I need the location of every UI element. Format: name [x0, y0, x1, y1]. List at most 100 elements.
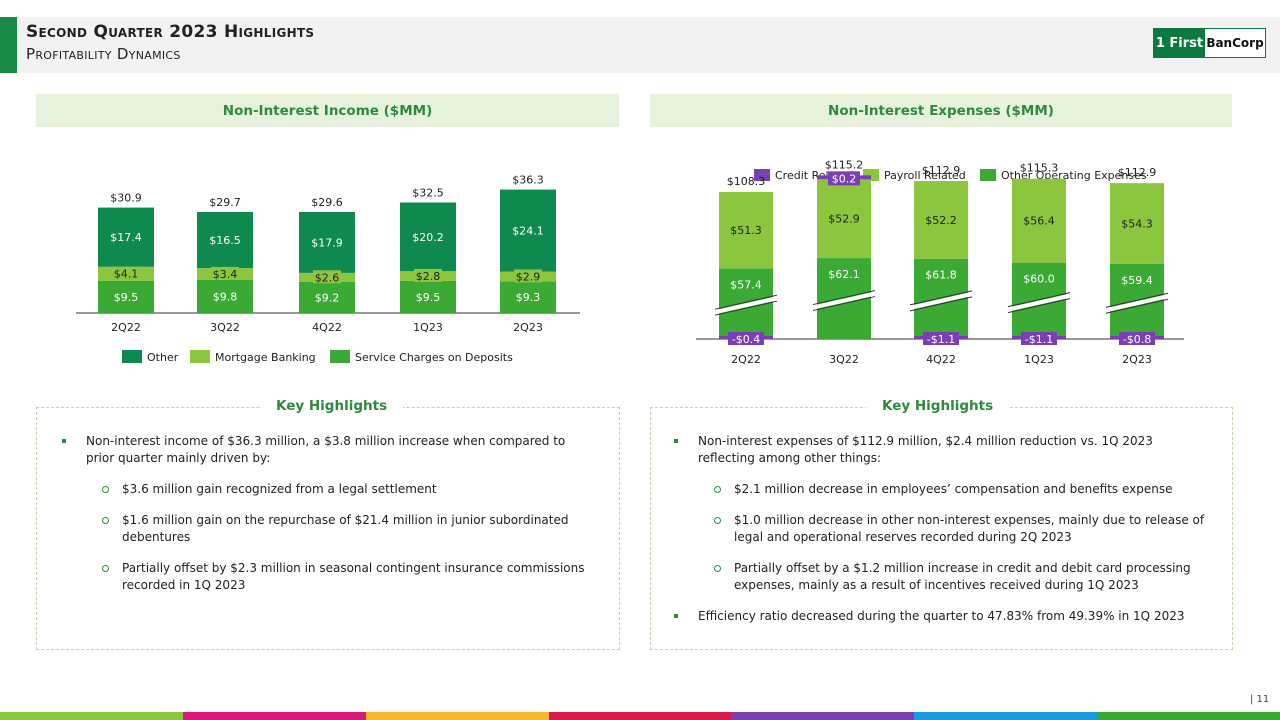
payroll-bar — [1110, 183, 1164, 264]
expenses-efficiency-bullet: Efficiency ratio decreased during the qu… — [672, 608, 1212, 625]
income-category-label: 2Q23 — [513, 321, 543, 334]
logo-wordmark: BanCorp — [1206, 36, 1264, 50]
service-charges-label: $9.2 — [315, 291, 340, 304]
footer-color-segment — [365, 712, 549, 720]
footer-color-strip — [0, 712, 1280, 720]
income-legend-swatch — [330, 350, 350, 363]
credit-related-label-box — [1119, 332, 1155, 345]
axis-break-mark — [1007, 298, 1071, 314]
expenses-sub-bullet: Partially offset by a $1.2 million incre… — [672, 560, 1212, 594]
logo-mark: 1 First — [1154, 29, 1205, 57]
other-income-label: $17.4 — [110, 231, 142, 244]
axis-break-gap — [812, 291, 876, 310]
expenses-main-bullet: Non-interest expenses of $112.9 million,… — [672, 433, 1212, 467]
mortgage-label-box — [514, 269, 542, 283]
other-income-label: $17.9 — [311, 236, 343, 249]
other-income-bar — [500, 189, 556, 272]
income-total-label: $32.5 — [412, 187, 444, 200]
other-income-bar — [400, 202, 456, 272]
income-total-label: $30.9 — [110, 192, 142, 205]
mortgage-banking-label: $4.1 — [114, 268, 139, 281]
expenses-category-label: 1Q23 — [1024, 353, 1054, 366]
service-charges-label: $9.5 — [114, 291, 139, 304]
credit-related-label: -$0.8 — [1123, 333, 1151, 346]
mortgage-banking-label: $2.6 — [315, 271, 340, 284]
income-legend-label: Mortgage Banking — [215, 351, 316, 364]
credit-related-label: -$1.1 — [1025, 333, 1053, 346]
page-subtitle: Profitability Dynamics — [26, 45, 181, 63]
header-band — [0, 17, 1280, 73]
mortgage-label-box — [211, 266, 239, 280]
credit-related-label: -$0.4 — [732, 333, 760, 346]
income-total-label: $36.3 — [512, 174, 544, 187]
axis-break-mark — [1105, 298, 1169, 314]
expenses-highlights-title: Key Highlights — [866, 398, 1010, 414]
expenses-heading: Non-Interest Expenses ($MM) — [650, 94, 1232, 127]
expenses-total-label: $112.9 — [922, 164, 961, 177]
expenses-category-label: 4Q22 — [926, 353, 956, 366]
mortgage-banking-label: $3.4 — [213, 268, 238, 281]
income-category-label: 4Q22 — [312, 321, 342, 334]
income-sub-bullet: $3.6 million gain recognized from a lega… — [60, 481, 590, 498]
footer-color-segment — [182, 712, 366, 720]
other-income-bar — [98, 207, 154, 267]
mortgage-label-box — [414, 268, 442, 282]
axis-break-mark — [1105, 292, 1169, 308]
other-income-bar — [299, 212, 355, 273]
other-opex-label: $60.0 — [1023, 273, 1055, 286]
expenses-chart: Credit Related Payroll Related Other Opera… — [696, 158, 1184, 366]
footer-color-segment — [914, 712, 1098, 720]
income-category-label: 2Q22 — [111, 321, 141, 334]
expenses-total-label: $115.2 — [825, 158, 864, 171]
axis-break-mark — [812, 296, 876, 312]
expenses-legend-swatch — [754, 169, 770, 181]
income-legend-label: Service Charges on Deposits — [355, 351, 513, 364]
accent-bar — [0, 17, 17, 73]
mortgage-label-box — [112, 266, 140, 280]
mortgage-label-box — [313, 270, 341, 284]
service-charges-bar — [299, 281, 355, 313]
payroll-label: $56.4 — [1023, 215, 1055, 228]
service-charges-bar — [98, 280, 154, 313]
axis-break-gap — [909, 291, 973, 310]
payroll-bar — [1012, 178, 1066, 263]
credit-related-label-box — [828, 171, 860, 186]
other-opex-label: $62.1 — [828, 268, 860, 281]
payroll-bar — [719, 191, 773, 269]
other-opex-label: $57.4 — [730, 278, 762, 291]
company-logo: 1 First BanCorp — [1153, 28, 1266, 58]
footer-color-segment — [731, 712, 915, 720]
income-category-label: 3Q22 — [210, 321, 240, 334]
other-opex-label: $61.8 — [925, 269, 957, 282]
footer-color-segment — [548, 712, 732, 720]
mortgage-banking-label: $2.9 — [516, 270, 541, 283]
payroll-bar — [817, 179, 871, 259]
service-charges-bar — [400, 280, 456, 313]
other-income-label: $16.5 — [209, 234, 241, 247]
expenses-legend-label: Payroll Related — [884, 169, 966, 182]
axis-break-mark — [909, 290, 973, 306]
other-income-bar — [197, 212, 253, 269]
expenses-category-label: 2Q23 — [1122, 353, 1152, 366]
axis-break-mark — [909, 296, 973, 312]
income-chart: $9.5 $4.1 $17.4 $30.9 2Q22 $9.8 $3.4 $16.5 $29.7… — [76, 174, 580, 364]
payroll-label: $52.2 — [925, 214, 957, 227]
payroll-label: $54.3 — [1121, 218, 1153, 231]
income-total-label: $29.6 — [311, 196, 343, 209]
credit-related-label: $0.2 — [832, 172, 857, 185]
page-title: Second Quarter 2023 Highlights — [26, 22, 315, 42]
income-category-label: 1Q23 — [413, 321, 443, 334]
service-charges-label: $9.3 — [516, 291, 541, 304]
other-opex-label: $59.4 — [1121, 274, 1153, 287]
footer-color-segment — [1097, 712, 1280, 720]
axis-break-mark — [714, 300, 778, 316]
axis-break-mark — [1007, 292, 1071, 308]
payroll-label: $51.3 — [730, 224, 762, 237]
axis-break-gap — [1105, 294, 1169, 313]
service-charges-label: $9.5 — [416, 291, 441, 304]
income-legend-swatch — [190, 350, 210, 363]
expenses-total-label: $115.3 — [1020, 162, 1059, 175]
income-main-bullet: Non-interest income of $36.3 million, a … — [60, 433, 590, 467]
service-charges-label: $9.8 — [213, 290, 238, 303]
mortgage-banking-label: $2.8 — [416, 270, 441, 283]
